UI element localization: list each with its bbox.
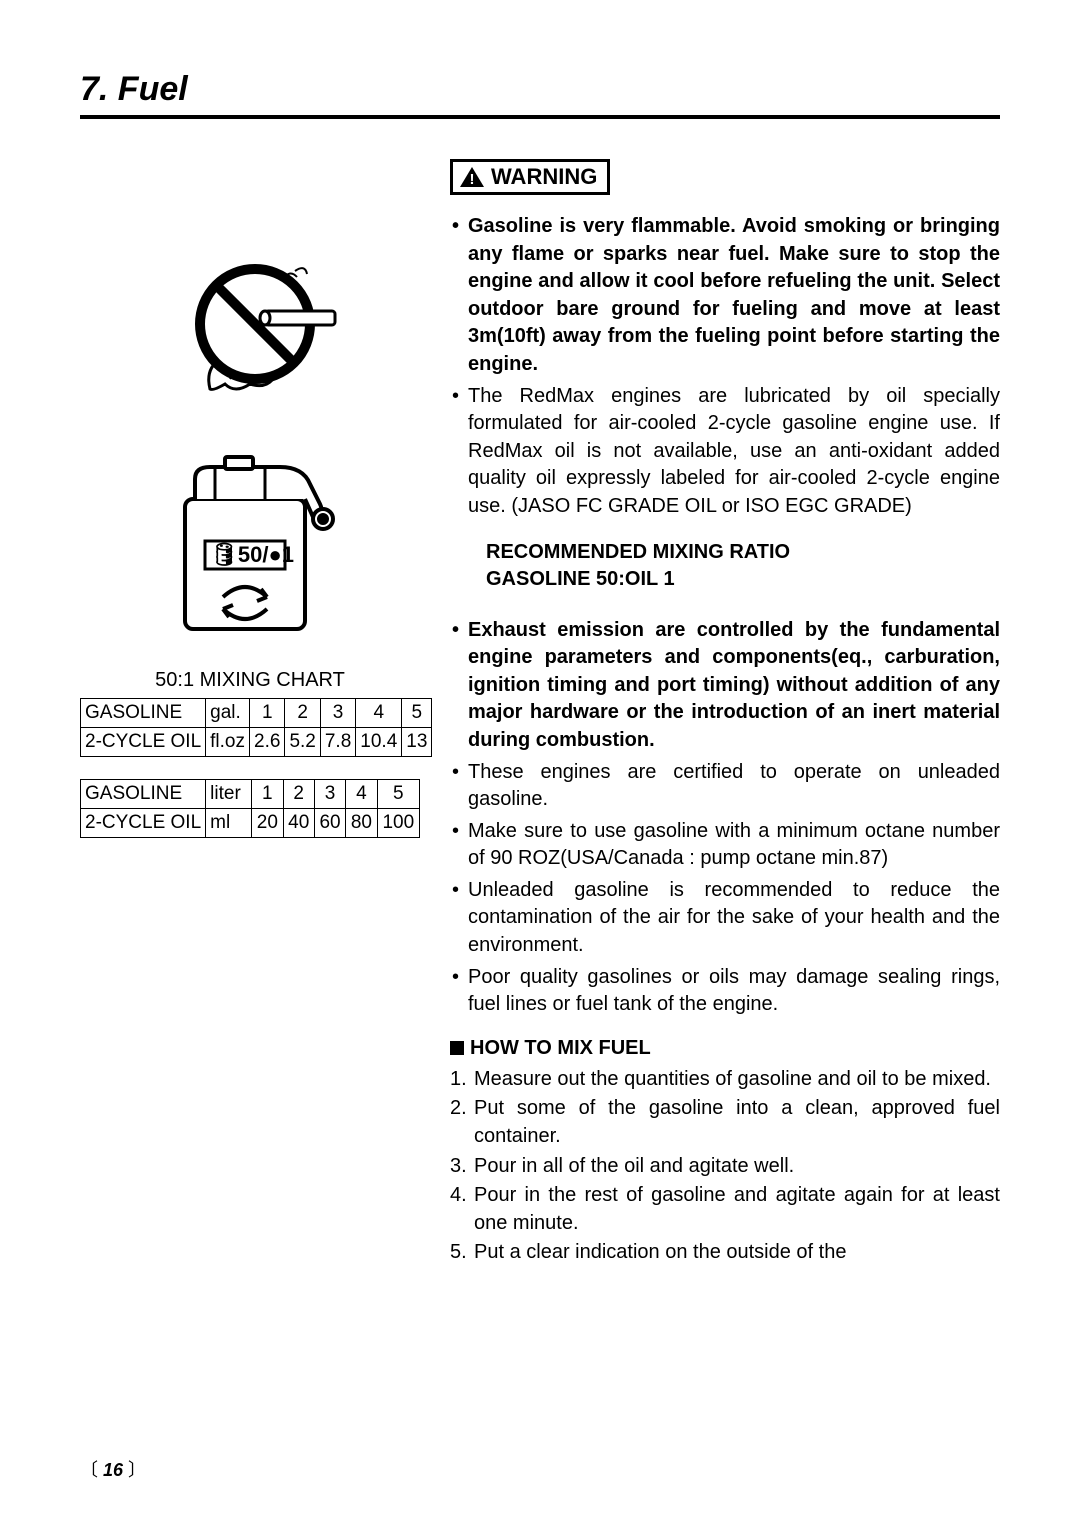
bullet-item: Exhaust emission are controlled by the f… [450, 617, 1000, 755]
table-cell: 1 [252, 780, 283, 809]
table-cell: 5 [402, 699, 432, 728]
table-cell: 2-CYCLE OIL [81, 809, 206, 838]
step-item: Pour in all of the oil and agitate well. [450, 1153, 1000, 1181]
table-cell: 5.2 [285, 728, 320, 757]
how-to-mix-heading: HOW TO MIX FUEL [450, 1037, 1000, 1060]
svg-text:!: ! [470, 171, 475, 188]
table-cell: 4 [356, 699, 402, 728]
no-fire-icon [80, 219, 420, 429]
how-to-mix-steps: Measure out the quantities of gasoline a… [450, 1066, 1000, 1267]
table-cell: 10.4 [356, 728, 402, 757]
table-cell: 40 [283, 809, 314, 838]
table-cell: GASOLINE [81, 699, 206, 728]
right-column: ! WARNING Gasoline is very flammable. Av… [450, 159, 1000, 1269]
table-cell: fl.oz [206, 728, 250, 757]
table-cell: 3 [314, 780, 345, 809]
warning-label: WARNING [491, 164, 597, 190]
table-cell: 13 [402, 728, 432, 757]
table-cell: gal. [206, 699, 250, 728]
table-cell: liter [206, 780, 252, 809]
mixing-chart-title: 50:1 MIXING CHART [80, 669, 420, 692]
ratio-line-1: RECOMMENDED MIXING RATIO [486, 539, 1000, 566]
step-item: Put some of the gasoline into a clean, a… [450, 1095, 1000, 1150]
table-cell: 2.6 [250, 728, 285, 757]
howto-title-text: HOW TO MIX FUEL [470, 1037, 651, 1059]
mixing-table-imperial: GASOLINE gal. 1 2 3 4 5 2-CYCLE OIL fl.o… [80, 698, 432, 757]
table-cell: ml [206, 809, 252, 838]
table-cell: 80 [346, 809, 377, 838]
table-cell: 100 [377, 809, 419, 838]
table-cell: 1 [250, 699, 285, 728]
mixing-ratio: RECOMMENDED MIXING RATIO GASOLINE 50:OIL… [486, 539, 1000, 593]
table-cell: GASOLINE [81, 780, 206, 809]
warning-triangle-icon: ! [459, 166, 485, 188]
warning-bullets-top: Gasoline is very flammable. Avoid smokin… [450, 213, 1000, 521]
table-cell: 4 [346, 780, 377, 809]
table-cell: 5 [377, 780, 419, 809]
table-cell: 2 [283, 780, 314, 809]
bullet-item: Poor quality gasolines or oils may damag… [450, 964, 1000, 1019]
mixing-table-metric: GASOLINE liter 1 2 3 4 5 2-CYCLE OIL ml … [80, 779, 420, 838]
table-cell: 3 [320, 699, 355, 728]
step-item: Measure out the quantities of gasoline a… [450, 1066, 1000, 1094]
left-column: 🛢50/●1 50:1 MIXING CHART GASOLINE gal. 1… [80, 159, 420, 1269]
warning-box: ! WARNING [450, 159, 610, 195]
step-item: Put a clear indication on the outside of… [450, 1239, 1000, 1267]
svg-text:🛢50/●1: 🛢50/●1 [210, 542, 294, 567]
table-cell: 2 [285, 699, 320, 728]
bullet-item: Gasoline is very flammable. Avoid smokin… [450, 213, 1000, 379]
ratio-line-2: GASOLINE 50:OIL 1 [486, 566, 1000, 593]
bullet-item: Make sure to use gasoline with a minimum… [450, 818, 1000, 873]
table-cell: 7.8 [320, 728, 355, 757]
page-number: 〔 16 〕 [80, 1456, 146, 1482]
warning-bullets-bottom: Exhaust emission are controlled by the f… [450, 617, 1000, 1019]
step-item: Pour in the rest of gasoline and agitate… [450, 1182, 1000, 1237]
table-cell: 60 [314, 809, 345, 838]
table-cell: 2-CYCLE OIL [81, 728, 206, 757]
table-cell: 20 [252, 809, 283, 838]
bullet-item: These engines are certified to operate o… [450, 759, 1000, 814]
bullet-item: Unleaded gasoline is recommended to redu… [450, 877, 1000, 960]
page-number-value: 16 [103, 1460, 123, 1480]
section-title: 7. Fuel [80, 70, 1000, 119]
bullet-item: The RedMax engines are lubricated by oil… [450, 383, 1000, 521]
fuel-can-icon: 🛢50/●1 [80, 449, 420, 649]
square-bullet-icon [450, 1041, 464, 1055]
